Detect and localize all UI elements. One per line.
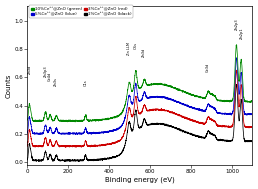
- Text: Zn3d: Zn3d: [28, 65, 32, 74]
- Text: O1s: O1s: [134, 42, 138, 49]
- Text: Zn2p3: Zn2p3: [235, 19, 238, 30]
- Text: Zn3d: Zn3d: [142, 48, 146, 57]
- X-axis label: Binding energy (eV): Binding energy (eV): [105, 177, 175, 184]
- Text: Zn LLM: Zn LLM: [127, 42, 131, 55]
- Text: Ce4d: Ce4d: [48, 72, 52, 81]
- Legend: 10%Ce³⁺@ZnO (green), 5%Ce³⁺@ZnO (blue), 3%Ce³⁺@ZnO (red), 1%Ce³⁺@ZnO (black): 10%Ce³⁺@ZnO (green), 5%Ce³⁺@ZnO (blue), …: [29, 5, 133, 18]
- Text: Zn2p1: Zn2p1: [240, 27, 244, 39]
- Y-axis label: Counts: Counts: [6, 74, 12, 98]
- Text: Zn3p3: Zn3p3: [44, 66, 48, 77]
- Text: C1s: C1s: [84, 79, 88, 86]
- Text: Ce3d: Ce3d: [206, 62, 210, 71]
- Text: Zn3s: Zn3s: [54, 77, 58, 86]
